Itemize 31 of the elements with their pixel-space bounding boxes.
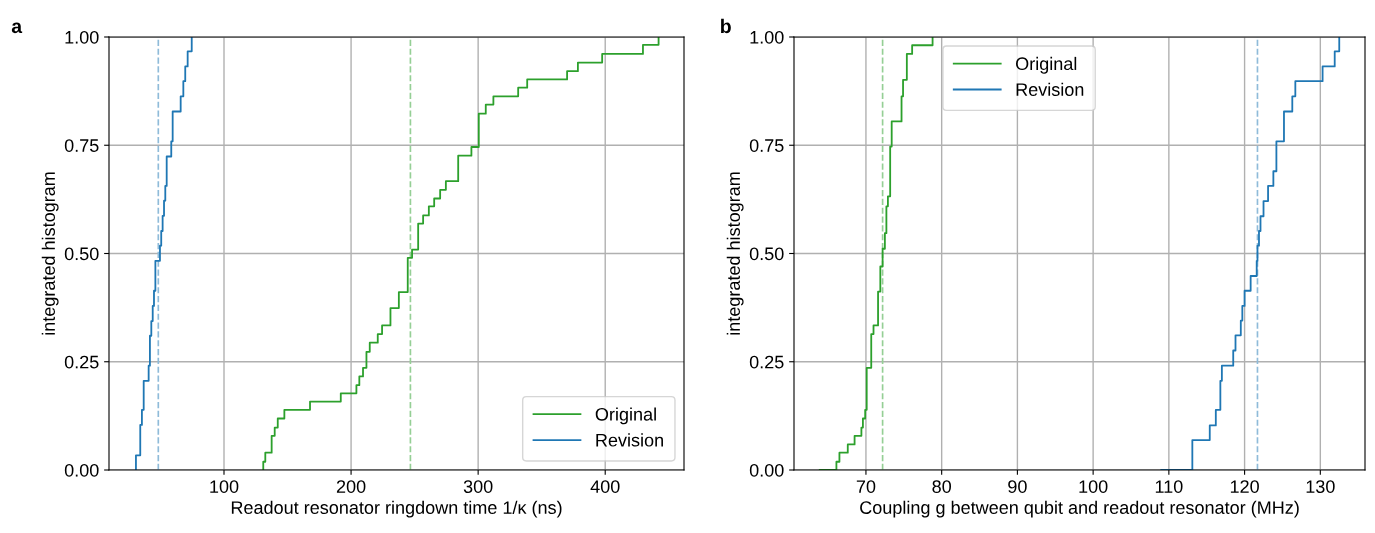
legend-label: Revision [1016, 82, 1084, 96]
x-tick-label: 200 [336, 480, 366, 493]
legend-label: Revision [596, 433, 663, 447]
y-tick-label: 0.25 [64, 355, 99, 369]
y-tick-label: 0.25 [749, 355, 784, 369]
y-axis-title: integrated histogram [41, 172, 59, 335]
x-tick-label: 80 [932, 480, 952, 493]
x-tick-label: 70 [856, 480, 876, 493]
y-tick-label: 0.75 [749, 139, 784, 152]
x-tick-label: 110 [1155, 480, 1183, 493]
y-axis-title: integrated histogram [726, 172, 744, 335]
y-tick-label: 0.00 [64, 463, 99, 477]
y-tick-label: 0.50 [749, 247, 784, 261]
x-tick-label: 130 [1306, 480, 1335, 493]
y-tick-label: 0.75 [64, 139, 99, 152]
legend-label: Original [1016, 56, 1077, 74]
x-tick-label: 100 [210, 480, 239, 493]
x-tick-label: 120 [1230, 480, 1259, 493]
x-tick-label: 100 [1079, 480, 1108, 493]
text: b [721, 18, 731, 34]
legend-label: Original [595, 407, 656, 425]
y-tick-label: 1.00 [65, 30, 99, 44]
y-tick-label: 0.50 [64, 247, 99, 261]
y-tick-label: 0.00 [749, 463, 784, 477]
x-tick-label: 90 [1008, 480, 1027, 493]
x-axis-title: Coupling g between qubit and readout resonator (MHz) [860, 500, 1299, 518]
text: a [11, 22, 23, 34]
y-tick-label: 1.00 [750, 30, 784, 44]
x-axis-title: Readout resonator ringdown time 1/κ (ns) [231, 500, 562, 518]
x-tick-label: 300 [463, 480, 493, 493]
x-tick-label: 400 [590, 480, 620, 493]
